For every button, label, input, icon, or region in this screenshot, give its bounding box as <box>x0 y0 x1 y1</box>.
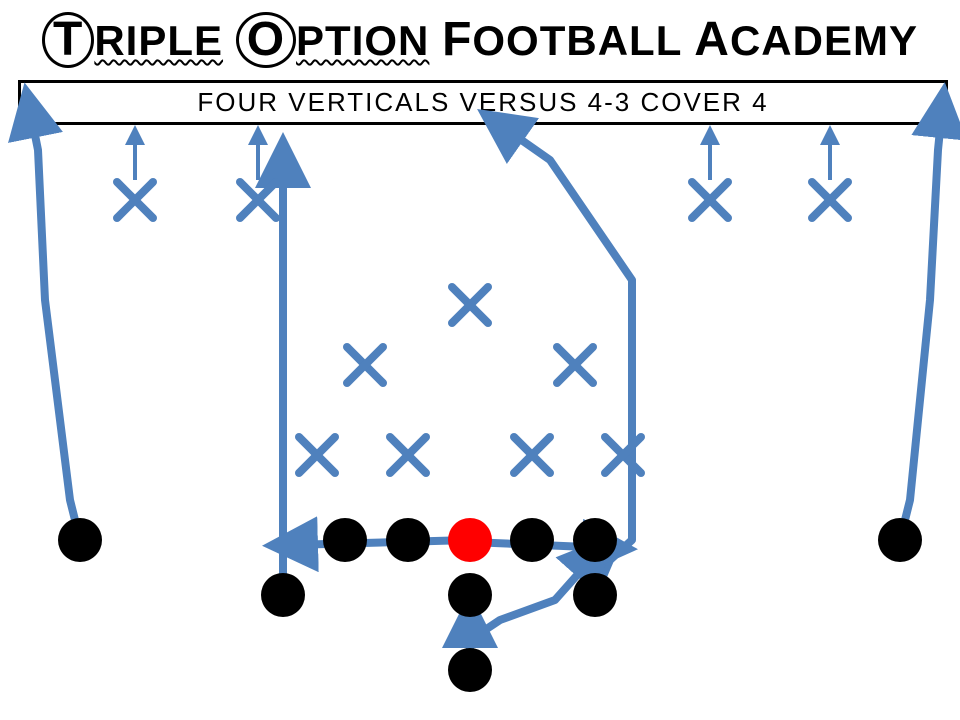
defense-DL1 <box>299 437 335 473</box>
offense-LT <box>323 518 367 562</box>
db-drop-layer <box>135 135 830 180</box>
defense-LB2 <box>557 347 593 383</box>
route-WR-right-vert <box>900 110 942 540</box>
offense-layer <box>58 518 922 692</box>
defense-LB1 <box>347 347 383 383</box>
offense-C <box>448 518 492 562</box>
defense-DL3 <box>514 437 550 473</box>
defense-MLB <box>452 287 488 323</box>
route-QB-throw-left <box>290 540 470 545</box>
defense-layer <box>117 182 848 473</box>
offense-RT <box>573 518 617 562</box>
offense-Slot-L <box>261 573 305 617</box>
play-diagram <box>0 0 960 720</box>
offense-LG <box>386 518 430 562</box>
route-WR-left-vert <box>30 110 80 540</box>
defense-CB-L <box>117 182 153 218</box>
offense-WR-right <box>878 518 922 562</box>
defense-DL2 <box>390 437 426 473</box>
route-B-back-block <box>470 555 595 670</box>
offense-Slot-R <box>573 573 617 617</box>
offense-QB <box>448 573 492 617</box>
offense-WR-left <box>58 518 102 562</box>
defense-S-R <box>692 182 728 218</box>
defense-S-L <box>240 182 276 218</box>
offense-B-back <box>448 648 492 692</box>
defense-CB-R <box>812 182 848 218</box>
offense-RG <box>510 518 554 562</box>
